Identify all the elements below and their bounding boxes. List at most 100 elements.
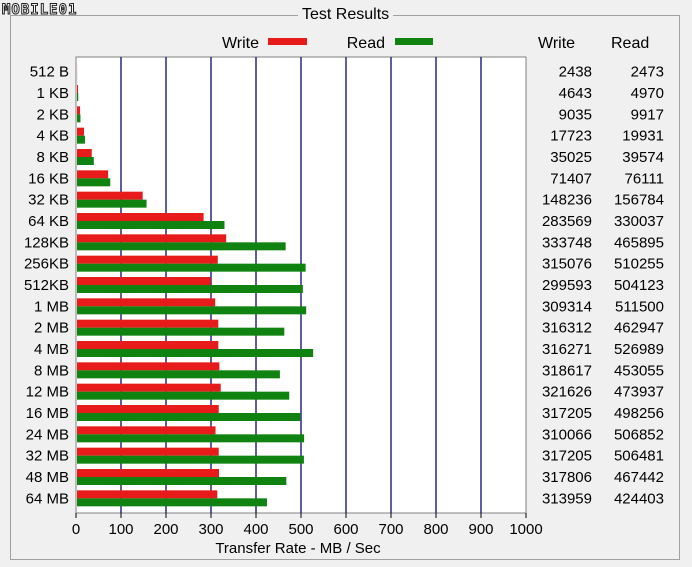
table-read-value: 510255	[614, 256, 664, 273]
read-bar-2	[77, 114, 81, 123]
legend-write-label: Write	[222, 35, 259, 52]
table-read-value: 506481	[614, 448, 664, 465]
category-label: 32 MB	[26, 448, 69, 465]
table-write-value: 4643	[559, 85, 592, 102]
table-write-value: 35025	[550, 149, 592, 166]
read-bar-15	[77, 391, 290, 400]
x-axis-label: Transfer Rate - MB / Sec	[215, 540, 381, 557]
x-tick-label: 200	[153, 521, 178, 538]
read-bar-20	[77, 498, 267, 507]
table-read-value: 511500	[615, 298, 664, 315]
category-label: 1 MB	[34, 298, 69, 315]
write-bar-20	[77, 490, 218, 499]
legend-read-label: Read	[347, 35, 385, 52]
category-label: 8 MB	[34, 362, 69, 379]
write-bar-12	[77, 319, 219, 328]
read-bar-17	[77, 434, 305, 443]
table-read-value: 504123	[614, 277, 664, 294]
plot-area	[75, 56, 527, 514]
table-write-value: 318617	[542, 362, 592, 379]
category-label: 256KB	[24, 256, 69, 273]
legend: Write Read	[222, 35, 433, 52]
x-axis: 0 100 200 300 400 500 600 700 800 900 1000 Transfer…	[72, 513, 543, 557]
read-bar-5	[77, 178, 111, 187]
x-tick-label: 700	[378, 521, 403, 538]
category-label: 2 MB	[34, 320, 69, 337]
table-read-value: 465895	[614, 234, 664, 251]
write-bar-16	[77, 405, 219, 413]
table-read-value: 498256	[614, 405, 664, 422]
category-label: 64 MB	[26, 490, 69, 507]
write-bar-3	[77, 127, 84, 136]
write-bar-13	[77, 341, 219, 349]
x-tick-label: 100	[108, 521, 133, 538]
x-tick-label: 300	[198, 521, 223, 538]
table-read-value: 462947	[614, 320, 664, 337]
x-tick-label: 400	[243, 521, 268, 538]
table-write-value: 317205	[542, 448, 592, 465]
table-read-value: 506852	[614, 426, 664, 443]
table-write-value: 71407	[550, 170, 592, 187]
category-label: 512 B	[30, 64, 69, 81]
table-write-value: 148236	[542, 192, 592, 209]
table-read-value: 473937	[614, 384, 664, 401]
write-bar-1	[77, 85, 79, 93]
table-write-value: 309314	[542, 298, 592, 315]
mobile01-logo: MOBILE01	[1, 2, 78, 19]
category-label: 48 MB	[26, 469, 69, 486]
table-write-value: 333748	[542, 234, 592, 251]
table-write-value: 316312	[542, 320, 592, 337]
x-tick-label: 900	[468, 521, 493, 538]
read-bar-18	[77, 455, 304, 464]
table-read-value: 9917	[631, 106, 664, 123]
table-read-value: 330037	[614, 213, 664, 230]
table-write-value: 299593	[542, 277, 592, 294]
results-table: Write Read 2438 2473 4643 4970 9035 9917 17723 19…	[538, 35, 664, 507]
write-bar-17	[77, 426, 216, 435]
table-write-value: 321626	[542, 384, 592, 401]
write-bar-2	[77, 106, 81, 115]
write-bar-15	[77, 383, 221, 392]
table-write-value: 315076	[542, 256, 592, 273]
table-write-value: 316271	[542, 341, 592, 358]
x-tick-label: 0	[72, 521, 80, 538]
legend-write-swatch	[268, 38, 307, 45]
write-bar-7	[77, 213, 204, 221]
read-bar-9	[77, 263, 306, 272]
write-bar-18	[77, 447, 219, 456]
table-write-value: 2438	[559, 64, 592, 81]
write-bar-19	[77, 469, 220, 477]
table-read-value: 4970	[631, 85, 664, 102]
table-write-value: 283569	[542, 213, 592, 230]
read-bar-11	[77, 306, 307, 315]
read-bar-14	[77, 370, 280, 379]
table-header-read: Read	[611, 35, 649, 52]
read-bar-8	[77, 242, 286, 251]
table-read-value: 19931	[622, 128, 664, 145]
category-label: 4 MB	[34, 341, 69, 358]
category-label: 4 KB	[36, 128, 69, 145]
write-bar-10	[77, 277, 211, 285]
table-header-write: Write	[538, 35, 575, 52]
read-bar-3	[77, 135, 85, 144]
category-label: 512KB	[24, 277, 69, 294]
category-label: 1 KB	[36, 85, 69, 102]
write-bar-5	[77, 170, 109, 179]
read-bar-12	[77, 327, 285, 336]
table-read-value: 156784	[614, 192, 664, 209]
read-bar-7	[77, 221, 225, 229]
table-write-value: 317205	[542, 405, 592, 422]
x-tick-label: 600	[333, 521, 358, 538]
category-label: 8 KB	[36, 149, 69, 166]
write-bar-4	[77, 149, 92, 157]
table-write-value: 9035	[559, 106, 592, 123]
table-write-value: 317806	[542, 469, 592, 486]
write-bar-11	[77, 298, 216, 307]
category-label: 24 MB	[26, 426, 69, 443]
category-label: 16 KB	[28, 170, 69, 187]
table-read-value: 467442	[614, 469, 664, 486]
group-title: Test Results	[298, 6, 394, 24]
x-tick-label: 800	[423, 521, 448, 538]
table-read-value: 39574	[622, 149, 664, 166]
